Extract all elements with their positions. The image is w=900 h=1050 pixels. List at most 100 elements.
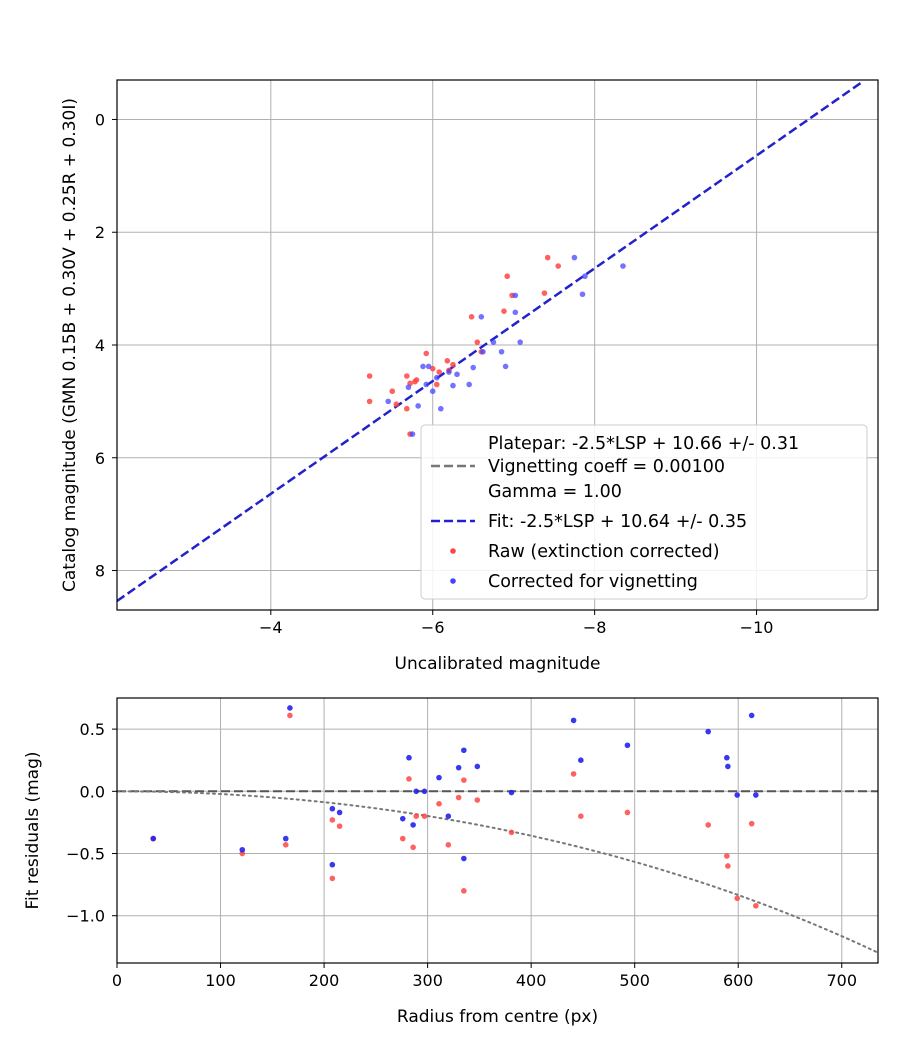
raw-residual-point bbox=[753, 902, 759, 909]
raw-point bbox=[366, 373, 373, 379]
y-tick-label: 8 bbox=[95, 562, 105, 581]
raw-residual-point bbox=[461, 777, 467, 783]
top-chart-points bbox=[366, 254, 626, 437]
corrected-point bbox=[425, 363, 432, 370]
raw-residual-point bbox=[748, 820, 755, 827]
raw-point bbox=[389, 388, 396, 395]
raw-residual-point bbox=[578, 813, 584, 819]
corrected-point bbox=[450, 382, 456, 389]
top-chart-legend: Platepar: -2.5*LSP + 10.66 +/- 0.31 Vigne… bbox=[420, 424, 868, 600]
bottom-chart-frame bbox=[116, 697, 879, 964]
x-tick-label: 100 bbox=[205, 971, 236, 990]
raw-residual-point bbox=[410, 844, 416, 851]
raw-residual-point bbox=[445, 842, 452, 848]
corrected-residual-point bbox=[570, 717, 577, 724]
corrected-point bbox=[582, 273, 588, 280]
corrected-point bbox=[429, 388, 436, 395]
corrected-point bbox=[512, 309, 519, 316]
raw-residual-point bbox=[282, 842, 289, 848]
top-chart-y-ticks: 0 2 4 6 8 bbox=[95, 110, 117, 581]
raw-point bbox=[444, 357, 451, 364]
raw-point bbox=[404, 373, 410, 379]
raw-residual-point bbox=[406, 776, 412, 782]
raw-residual-point bbox=[399, 835, 406, 842]
legend-label: Vignetting coeff = 0.00100 bbox=[488, 457, 725, 477]
corrected-point bbox=[517, 339, 523, 345]
fit-line bbox=[116, 81, 863, 603]
bottom-chart-y-ticks: 0.5 0.0 −0.5 −1.0 bbox=[66, 720, 117, 926]
y-tick-label: 2 bbox=[95, 223, 105, 242]
legend-label: Fit: -2.5*LSP + 10.64 +/- 0.35 bbox=[488, 512, 747, 532]
x-tick-label: −4 bbox=[259, 618, 283, 637]
raw-residual-point bbox=[724, 853, 730, 859]
corrected-residual-point bbox=[336, 809, 343, 816]
corrected-point bbox=[470, 364, 477, 371]
raw-residual-point bbox=[455, 794, 462, 801]
y-tick-label: 0 bbox=[95, 110, 105, 129]
corrected-point bbox=[415, 403, 421, 409]
corrected-residual-point bbox=[239, 846, 246, 853]
raw-point bbox=[474, 339, 481, 345]
raw-residual-point bbox=[624, 809, 631, 816]
raw-point bbox=[450, 361, 456, 368]
corrected-residual-point bbox=[578, 757, 584, 764]
corrected-residual-point bbox=[474, 763, 481, 770]
x-tick-label: −10 bbox=[740, 618, 774, 637]
corrected-residual-point bbox=[734, 792, 740, 798]
corrected-point bbox=[502, 363, 509, 370]
raw-point bbox=[541, 290, 548, 296]
raw-point bbox=[366, 398, 373, 405]
y-tick-label: 0.0 bbox=[80, 782, 105, 801]
corrected-point bbox=[490, 339, 497, 345]
legend-label: Gamma = 1.00 bbox=[488, 482, 622, 502]
raw-point bbox=[433, 381, 440, 388]
top-chart-y-axis-label: Catalog magnitude (GMN 0.15B + 0.30V + 0… bbox=[60, 98, 80, 592]
raw-point bbox=[404, 405, 410, 412]
corrected-point bbox=[466, 381, 472, 388]
raw-residual-point bbox=[725, 863, 731, 869]
y-tick-label: 4 bbox=[95, 336, 105, 355]
corrected-point bbox=[409, 431, 416, 437]
bottom-chart-x-axis-label: Radius from centre (px) bbox=[397, 1007, 598, 1027]
raw-residual-point bbox=[436, 800, 442, 807]
corrected-residual-point bbox=[406, 754, 412, 761]
corrected-residual-point bbox=[421, 788, 428, 795]
corrected-residual-point bbox=[725, 763, 731, 770]
corrected-point bbox=[433, 374, 440, 381]
raw-residual-point bbox=[329, 817, 336, 823]
corrected-point bbox=[579, 291, 586, 298]
raw-residual-point bbox=[413, 813, 420, 819]
y-tick-label: 6 bbox=[95, 449, 105, 468]
y-tick-label: −1.0 bbox=[66, 907, 105, 926]
raw-residual-point bbox=[734, 895, 740, 902]
bottom-chart-grid bbox=[116, 698, 878, 963]
corrected-point bbox=[423, 381, 430, 388]
corrected-point bbox=[420, 363, 426, 370]
raw-point bbox=[393, 401, 400, 408]
x-tick-label: 400 bbox=[516, 971, 547, 990]
raw-residual-point bbox=[287, 712, 293, 719]
residuals-chart: 0 100 200 300 400 500 600 700 0.5 0.0 −0.5 −1.0 Ra… bbox=[23, 697, 879, 1027]
corrected-point bbox=[405, 384, 412, 391]
raw-residual-point bbox=[508, 829, 515, 836]
corrected-residual-point bbox=[724, 754, 730, 761]
raw-point bbox=[468, 314, 475, 320]
corrected-residual-point bbox=[461, 747, 467, 754]
legend-label: Raw (extinction corrected) bbox=[488, 542, 720, 562]
legend-corrected-marker bbox=[450, 578, 456, 584]
raw-residual-point bbox=[336, 823, 343, 829]
legend-label: Platepar: -2.5*LSP + 10.66 +/- 0.31 bbox=[488, 434, 799, 454]
corrected-residual-point bbox=[150, 835, 157, 842]
vignetting-curve bbox=[116, 790, 879, 954]
corrected-point bbox=[438, 405, 444, 412]
corrected-residual-point bbox=[748, 712, 755, 719]
raw-residual-point bbox=[461, 888, 467, 894]
corrected-point bbox=[512, 292, 519, 299]
corrected-point bbox=[478, 314, 485, 320]
raw-point bbox=[436, 369, 443, 375]
corrected-point bbox=[498, 348, 505, 355]
x-tick-label: 500 bbox=[619, 971, 650, 990]
corrected-residual-point bbox=[329, 805, 336, 812]
corrected-point bbox=[620, 263, 626, 269]
raw-point bbox=[504, 273, 511, 280]
